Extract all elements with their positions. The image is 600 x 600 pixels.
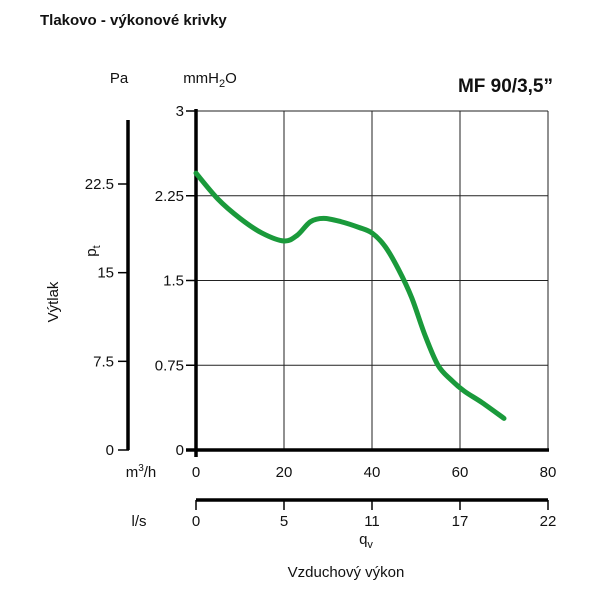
ls-tick-label: 22 <box>540 513 557 530</box>
m3h-axis: 0 20 40 60 80 <box>192 464 557 481</box>
x-tick-label: 40 <box>364 464 381 481</box>
pa-axis: 0 7.5 15 22.5 <box>85 120 130 459</box>
ls-tick-label: 17 <box>452 513 469 530</box>
x-tick-label: 60 <box>452 464 469 481</box>
x-tick-label: 0 <box>192 464 200 481</box>
plot-frame <box>186 109 549 457</box>
model-label: MF 90/3,5” <box>458 76 553 97</box>
y-axis-label: Výtlak <box>45 281 62 322</box>
pa-tick-label: 22.5 <box>85 176 114 193</box>
ls-tick-label: 11 <box>364 513 380 530</box>
mmh2o-axis: 0 0.75 1.5 2.25 3 <box>155 103 196 459</box>
ls-unit-label: l/s <box>132 513 147 530</box>
ls-tick-label: 0 <box>192 513 200 530</box>
qv-symbol: qv <box>359 531 373 551</box>
y-tick-label: 0 <box>176 442 184 459</box>
pa-tick-label: 15 <box>97 265 114 282</box>
ls-axis: 0 5 11 17 22 <box>192 498 557 530</box>
pa-tick-label: 0 <box>106 442 114 459</box>
series-layer <box>193 170 507 421</box>
pt-symbol: pt <box>83 245 103 256</box>
ls-tick-label: 5 <box>280 513 288 530</box>
x-tick-label: 80 <box>540 464 557 481</box>
page-title: Tlakovo - výkonové krivky <box>40 12 227 29</box>
x-tick-label: 20 <box>276 464 293 481</box>
y-tick-label: 1.5 <box>163 273 184 290</box>
m3h-unit-label: m3/h <box>126 463 157 481</box>
pa-unit-label: Pa <box>110 70 129 87</box>
x-axis-label: Vzduchový výkon <box>288 564 405 581</box>
y-tick-label: 2.25 <box>155 188 184 205</box>
mmh2o-unit-label: mmH2O <box>183 70 237 90</box>
y-tick-label: 0.75 <box>155 357 184 374</box>
pa-tick-label: 7.5 <box>93 353 114 370</box>
chart-grid <box>195 110 549 451</box>
performance-curve <box>193 170 507 421</box>
y-tick-label: 3 <box>176 103 184 120</box>
